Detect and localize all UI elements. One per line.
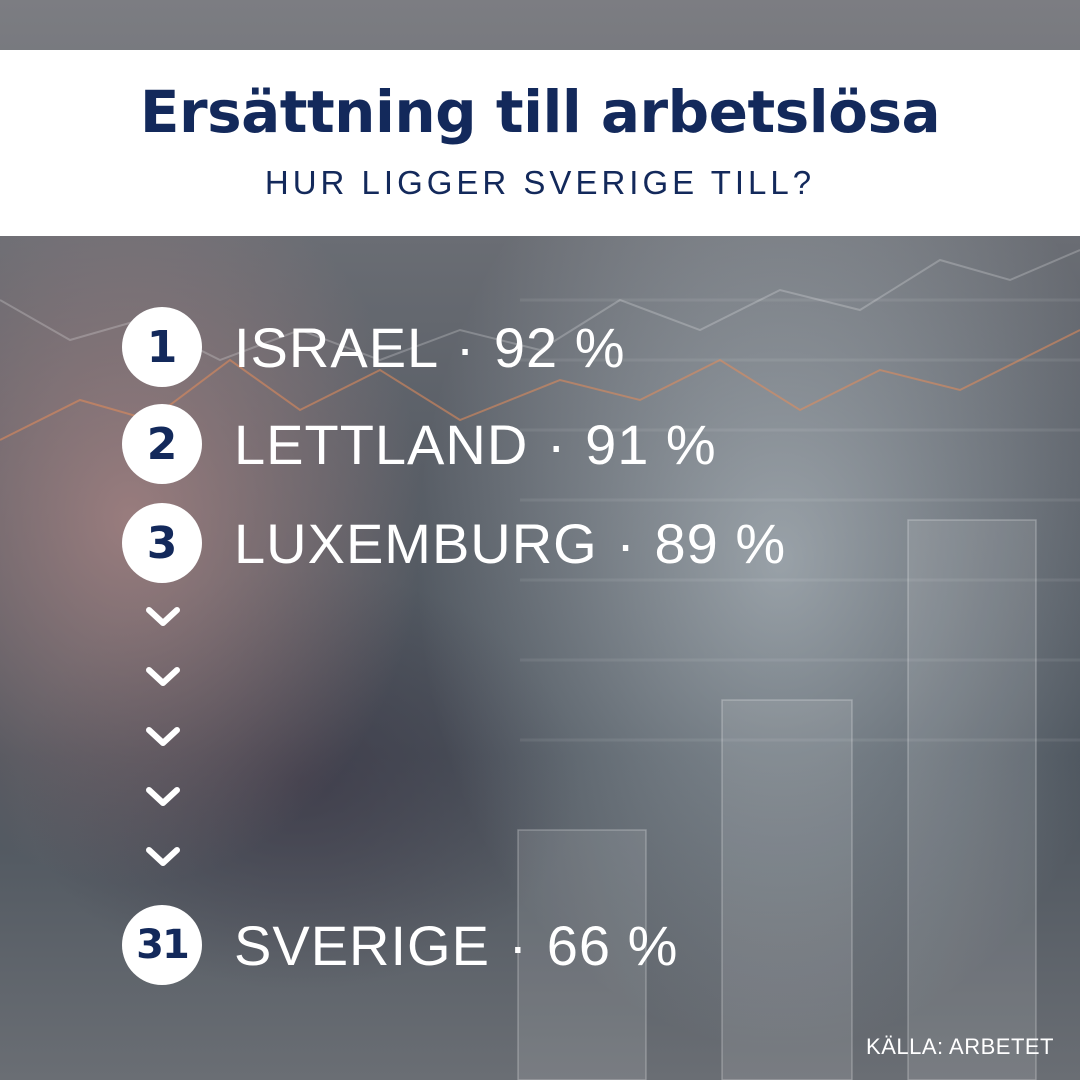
page-subtitle: HUR LIGGER SVERIGE TILL? <box>264 164 816 201</box>
percentage-value: 91 % <box>585 412 717 476</box>
separator: · <box>616 511 636 575</box>
ranking-label: LETTLAND · 91 % <box>234 412 717 477</box>
percentage-value: 66 % <box>546 913 679 977</box>
ranking-row: 3 LUXEMBURG · 89 % <box>122 503 786 583</box>
separator: · <box>546 412 567 476</box>
ranking-row: 31 SVERIGE · 66 % <box>122 905 678 985</box>
ranking-label: ISRAEL · 92 % <box>234 315 626 380</box>
country-name: ISRAEL <box>234 315 438 379</box>
source-credit: KÄLLA: ARBETET <box>866 1034 1054 1059</box>
rank-badge: 1 <box>122 307 202 387</box>
ranking-label: SVERIGE · 66 % <box>234 913 678 978</box>
country-name: LETTLAND <box>234 412 529 476</box>
page-title: Ersättning till arbetslösa <box>139 78 941 146</box>
ranking-row: 2 LETTLAND · 91 % <box>122 404 717 484</box>
rank-badge: 2 <box>122 404 202 484</box>
chevron-down-icon <box>146 847 180 866</box>
percentage-value: 92 % <box>493 315 626 379</box>
ranking-row: 1 ISRAEL · 92 % <box>122 307 626 387</box>
header-banner: Ersättning till arbetslösa HUR LIGGER SV… <box>0 50 1080 236</box>
separator: · <box>508 913 529 977</box>
chevron-down-icon <box>146 667 180 686</box>
country-name: LUXEMBURG <box>234 511 598 575</box>
chevron-down-icon <box>146 607 180 626</box>
chevron-down-icon <box>146 727 180 746</box>
ranking-label: LUXEMBURG · 89 % <box>234 511 786 576</box>
percentage-value: 89 % <box>654 511 787 575</box>
country-name: SVERIGE <box>234 913 490 977</box>
rank-badge: 31 <box>122 905 202 985</box>
chevron-down-icon <box>146 787 180 806</box>
separator: · <box>455 315 476 379</box>
rank-badge: 3 <box>122 503 202 583</box>
